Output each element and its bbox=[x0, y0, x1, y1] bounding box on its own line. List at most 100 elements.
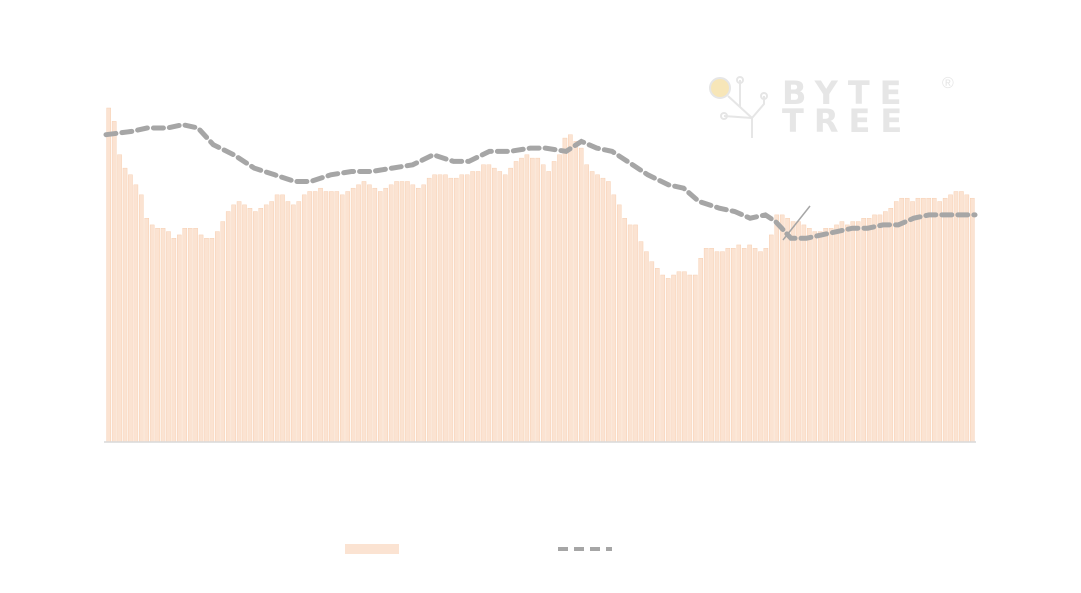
bar bbox=[845, 224, 850, 443]
bar bbox=[774, 214, 780, 443]
bar bbox=[540, 164, 546, 443]
bar bbox=[367, 184, 372, 443]
bar bbox=[106, 107, 111, 443]
bar bbox=[492, 167, 497, 443]
bar bbox=[291, 204, 296, 443]
bar bbox=[242, 204, 247, 443]
bar bbox=[312, 191, 318, 443]
bar bbox=[698, 258, 703, 443]
bar bbox=[155, 228, 160, 443]
bar bbox=[606, 181, 611, 443]
bar bbox=[356, 184, 361, 443]
bar bbox=[231, 204, 236, 443]
bar bbox=[166, 231, 171, 443]
bar bbox=[535, 157, 541, 443]
bar bbox=[508, 167, 513, 443]
legend bbox=[345, 544, 612, 554]
bar bbox=[899, 197, 904, 443]
bar bbox=[117, 154, 122, 443]
bar bbox=[215, 231, 220, 443]
bar bbox=[334, 191, 340, 443]
bar bbox=[595, 174, 600, 443]
bar bbox=[616, 204, 622, 443]
bar bbox=[964, 194, 970, 443]
bar bbox=[502, 174, 508, 443]
bar bbox=[763, 248, 769, 443]
watermark-registered: ® bbox=[942, 75, 954, 92]
bar bbox=[970, 197, 975, 443]
bar bbox=[274, 194, 280, 443]
bar bbox=[703, 248, 709, 443]
bar bbox=[399, 181, 405, 443]
bar bbox=[345, 191, 350, 443]
watermark-dot-icon bbox=[709, 77, 731, 99]
bar bbox=[421, 184, 426, 443]
bar bbox=[464, 174, 470, 443]
bar bbox=[953, 191, 959, 443]
bar bbox=[584, 164, 589, 443]
bar bbox=[557, 154, 562, 443]
bar bbox=[714, 251, 720, 443]
bar bbox=[139, 194, 144, 443]
bar bbox=[731, 248, 736, 443]
bar bbox=[378, 191, 383, 443]
bar bbox=[220, 221, 226, 443]
bar bbox=[177, 234, 182, 443]
bar bbox=[432, 174, 437, 443]
bar bbox=[454, 177, 459, 443]
bar bbox=[459, 174, 465, 443]
bar bbox=[893, 201, 899, 443]
bar bbox=[910, 201, 915, 443]
bar bbox=[285, 201, 291, 443]
bar bbox=[769, 234, 774, 443]
bar bbox=[470, 171, 475, 443]
bar bbox=[926, 197, 932, 443]
bar bbox=[475, 171, 481, 443]
bar bbox=[828, 228, 834, 443]
bar bbox=[790, 221, 796, 443]
bar bbox=[280, 194, 285, 443]
bar bbox=[747, 244, 752, 443]
bar bbox=[307, 191, 312, 443]
bar bbox=[372, 187, 378, 443]
bar bbox=[904, 197, 910, 443]
bar bbox=[269, 201, 274, 443]
bar bbox=[122, 167, 128, 443]
bar bbox=[861, 218, 866, 443]
bar bbox=[111, 121, 117, 443]
bar bbox=[562, 137, 568, 443]
bar bbox=[481, 164, 486, 443]
bar bbox=[513, 161, 519, 443]
bar bbox=[817, 231, 823, 443]
watermark-brand-line2: TREE bbox=[782, 102, 912, 140]
bar bbox=[486, 164, 492, 443]
bar bbox=[709, 248, 714, 443]
bar bbox=[149, 224, 155, 443]
bar bbox=[720, 251, 725, 443]
bar bbox=[204, 238, 209, 443]
bar bbox=[171, 238, 177, 443]
bar bbox=[144, 218, 149, 443]
bar bbox=[834, 224, 839, 443]
bar bbox=[758, 251, 763, 443]
bar bbox=[247, 207, 253, 443]
bar bbox=[872, 214, 877, 443]
bar bbox=[725, 248, 731, 443]
bar bbox=[388, 184, 394, 443]
bar bbox=[752, 248, 758, 443]
bar bbox=[426, 177, 432, 443]
bar bbox=[736, 244, 742, 443]
bar bbox=[263, 204, 269, 443]
bar bbox=[812, 231, 818, 443]
bar bbox=[236, 201, 242, 443]
bar bbox=[128, 174, 133, 443]
bar bbox=[350, 187, 356, 443]
bar bbox=[807, 228, 812, 443]
bar bbox=[448, 177, 454, 443]
bar bbox=[187, 228, 193, 443]
bar bbox=[361, 181, 367, 443]
bar bbox=[600, 177, 606, 443]
legend-bar-swatch bbox=[345, 544, 399, 554]
bar bbox=[225, 211, 231, 443]
bar bbox=[551, 161, 557, 443]
